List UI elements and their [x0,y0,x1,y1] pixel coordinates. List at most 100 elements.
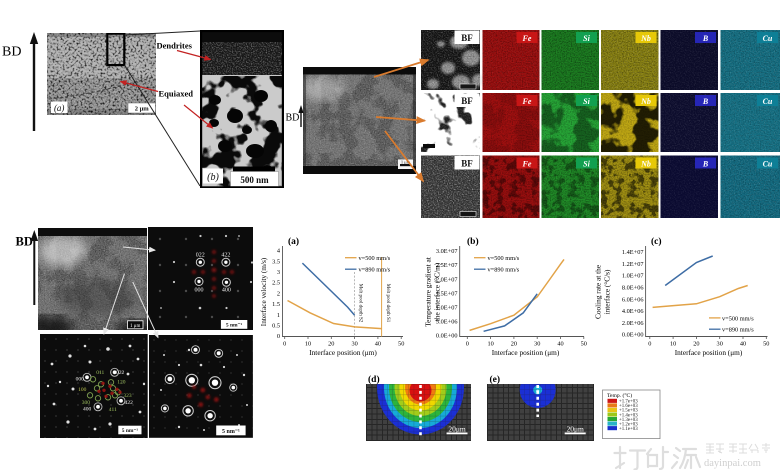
svg-text:Fe: Fe [522,159,532,168]
svg-text:50: 50 [398,341,404,348]
svg-text:3.0E+07: 3.0E+07 [436,248,458,255]
svg-text:40: 40 [557,341,563,348]
svg-text:v=500 mm/s: v=500 mm/s [722,315,754,322]
svg-text:Nb: Nb [640,34,651,43]
svg-text:BD: BD [286,113,300,124]
svg-text:Si: Si [583,34,590,43]
svg-text:B: B [702,159,709,168]
svg-text:v=500 mm/s: v=500 mm/s [359,255,391,262]
svg-text:000: 000 [194,288,203,294]
svg-text:Cu: Cu [763,34,773,43]
svg-text:Cooling rate at the: Cooling rate at the [594,265,603,319]
svg-text:Interface position (μm): Interface position (μm) [675,348,743,357]
svg-text:Temperature gradient at: Temperature gradient at [424,257,433,327]
svg-text:100: 100 [78,386,87,392]
svg-text:4: 4 [277,248,281,255]
svg-text:5.0E+06: 5.0E+06 [436,319,458,326]
svg-text:3.5: 3.5 [272,258,280,265]
svg-text:6.0E+06: 6.0E+06 [622,296,644,303]
svg-text:(e): (e) [490,374,501,385]
svg-text:323: 323 [123,393,132,399]
svg-text:0.0E+00: 0.0E+00 [436,333,458,340]
svg-text:0: 0 [277,333,280,340]
svg-text:400: 400 [221,288,230,294]
svg-text:+1.4e+03: +1.4e+03 [619,413,638,418]
svg-text:0: 0 [283,341,286,348]
svg-text:Si: Si [583,97,590,106]
svg-text:30: 30 [351,341,357,348]
svg-text:Melt pool depth S1: Melt pool depth S1 [385,284,390,323]
svg-text:022: 022 [195,253,204,259]
svg-text:(b): (b) [467,236,479,247]
svg-text:+1.6e+03: +1.6e+03 [619,404,638,409]
svg-text:Interface position (μm): Interface position (μm) [492,348,560,357]
svg-text:50: 50 [581,341,587,348]
svg-text:Equiaxed: Equiaxed [159,88,194,98]
svg-text:v=890 mm/s: v=890 mm/s [359,267,391,274]
svg-text:0.0E+00: 0.0E+00 [622,332,644,339]
svg-text:(c): (c) [651,236,662,247]
svg-text:2.0E+06: 2.0E+06 [622,320,644,327]
svg-text:1: 1 [277,312,280,319]
svg-text:0: 0 [466,341,469,348]
svg-text:BF: BF [461,158,473,168]
svg-text:+1.7e+03: +1.7e+03 [619,400,638,405]
svg-text:4.0E+06: 4.0E+06 [622,308,644,315]
svg-text:Interface velocity (m/s): Interface velocity (m/s) [259,257,268,326]
svg-text:(a): (a) [54,103,65,113]
svg-text:1 μm: 1 μm [130,324,140,329]
svg-text:v=890 mm/s: v=890 mm/s [488,267,520,274]
svg-text:(a): (a) [288,236,299,247]
svg-text:3: 3 [277,269,280,276]
svg-text:Melt pool depth S2: Melt pool depth S2 [358,284,363,323]
svg-text:(b): (b) [207,172,219,183]
svg-text:+1.3e+03: +1.3e+03 [619,418,638,423]
svg-text:422: 422 [125,400,134,406]
svg-text:Fe: Fe [522,97,532,106]
svg-text:2.0E+07: 2.0E+07 [436,276,458,283]
svg-text:500 nm: 500 nm [240,175,269,185]
svg-text:10: 10 [305,341,311,348]
svg-text:Temp. (°C): Temp. (°C) [607,392,632,399]
svg-text:Dendrites: Dendrites [157,40,193,50]
svg-text:Cu: Cu [763,159,773,168]
svg-text:1.0E+07: 1.0E+07 [436,305,458,312]
svg-text:Nb: Nb [640,159,651,168]
svg-text:2.5E+07: 2.5E+07 [436,262,458,269]
svg-text:v=890 mm/s: v=890 mm/s [722,327,754,334]
svg-text:50: 50 [763,341,769,348]
svg-text:Fe: Fe [522,34,532,43]
svg-text:5 nm⁻¹: 5 nm⁻¹ [222,429,240,435]
svg-text:30: 30 [717,341,723,348]
svg-text:+1.2e+03: +1.2e+03 [619,422,638,427]
svg-text:400: 400 [83,406,92,412]
svg-text:30: 30 [534,341,540,348]
svg-text:5 nm⁻¹: 5 nm⁻¹ [225,323,242,329]
svg-text:Interface position (μm): Interface position (μm) [309,348,377,357]
svg-text:5 nm⁻¹: 5 nm⁻¹ [122,428,139,434]
svg-text:2.5: 2.5 [272,280,280,287]
svg-text:411: 411 [109,407,117,413]
svg-text:000: 000 [76,376,85,382]
svg-text:422: 422 [221,253,230,259]
svg-text:(d): (d) [368,374,380,385]
svg-text:1.5E+07: 1.5E+07 [436,290,458,297]
svg-text:2 μm: 2 μm [135,106,150,113]
svg-text:022: 022 [116,370,125,376]
svg-text:2: 2 [277,290,280,297]
svg-text:8.0E+06: 8.0E+06 [622,285,644,292]
svg-text:interface (°C/s): interface (°C/s) [603,269,612,314]
svg-text:B: B [702,34,709,43]
svg-text:0: 0 [648,341,651,348]
svg-text:20: 20 [693,341,699,348]
svg-text:1.2E+07: 1.2E+07 [622,261,644,268]
svg-text:v=500 mm/s: v=500 mm/s [488,255,520,262]
svg-text:0.5: 0.5 [272,322,280,329]
svg-text:1.5: 1.5 [272,301,280,308]
svg-text:BD: BD [2,45,21,60]
svg-text:B: B [702,97,709,106]
svg-text:10: 10 [487,341,493,348]
svg-text:Si: Si [583,159,590,168]
svg-text:dayinpai.com: dayinpai.com [704,458,761,469]
svg-text:011: 011 [96,370,104,376]
